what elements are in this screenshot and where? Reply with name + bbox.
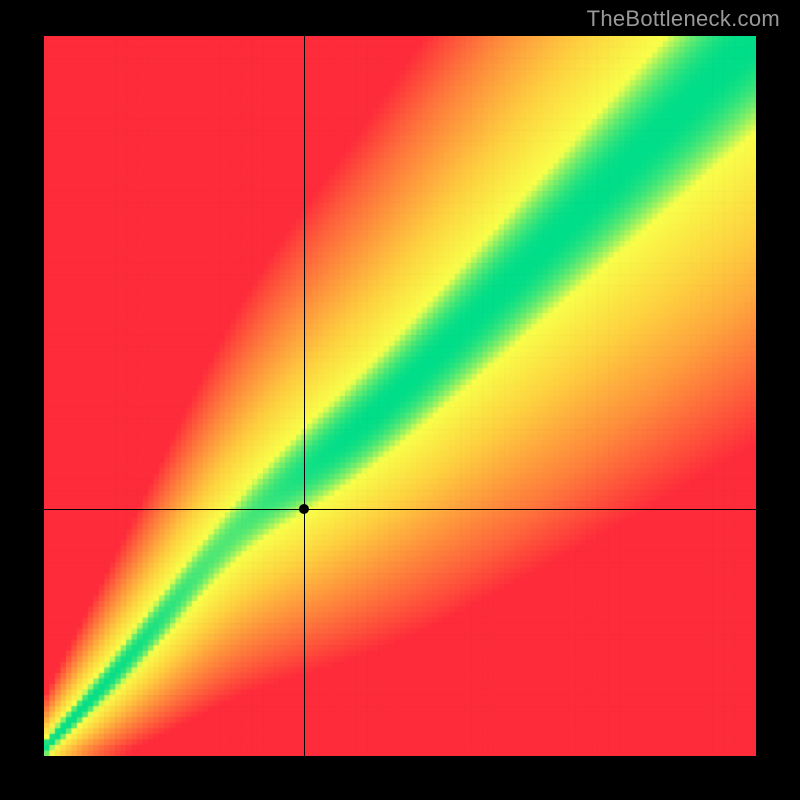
heatmap-canvas <box>44 36 756 756</box>
watermark-text: TheBottleneck.com <box>587 6 780 32</box>
plot-area <box>44 36 756 756</box>
crosshair-horizontal <box>44 509 756 510</box>
chart-container: TheBottleneck.com <box>0 0 800 800</box>
data-point-marker <box>299 504 309 514</box>
crosshair-vertical <box>304 36 305 756</box>
